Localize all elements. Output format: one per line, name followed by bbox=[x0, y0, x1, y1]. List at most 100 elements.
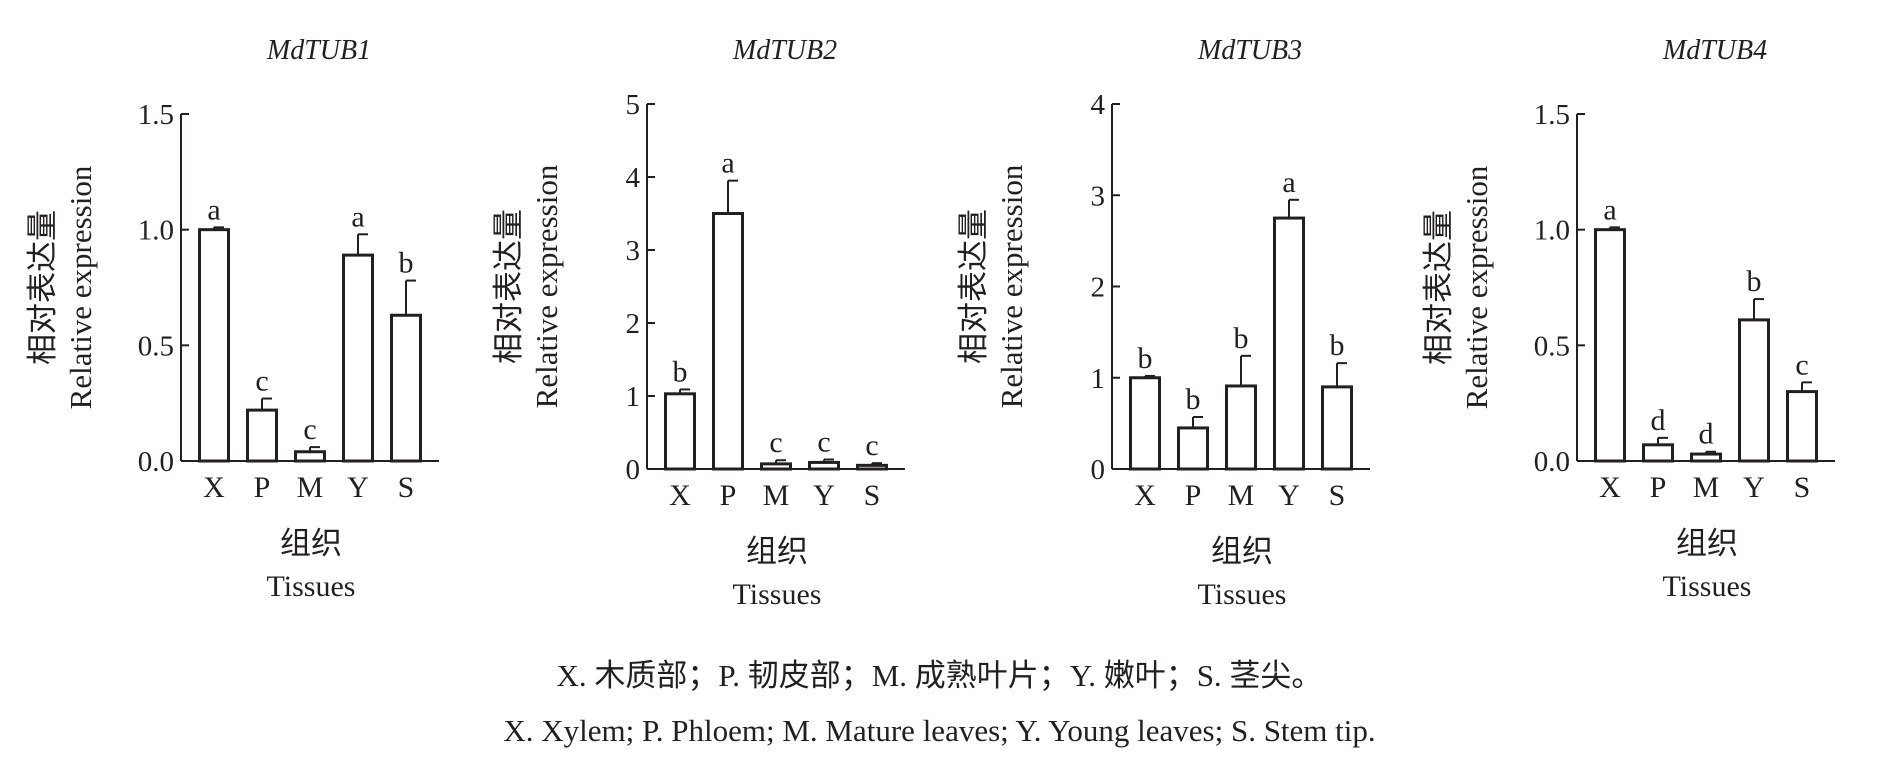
x-tick-label: S bbox=[864, 479, 881, 512]
bar bbox=[808, 460, 840, 471]
y-axis-title-zh: 相对表达量 bbox=[956, 209, 991, 364]
y-axis-title-en: Relative expression bbox=[529, 164, 564, 408]
y-tick-label: 1 bbox=[1091, 363, 1106, 395]
x-tick-label: X bbox=[1599, 471, 1621, 504]
significance-label: a bbox=[721, 147, 734, 180]
bar bbox=[1690, 452, 1722, 463]
x-tick-label: M bbox=[763, 479, 790, 512]
y-tick-label: 2 bbox=[1091, 272, 1106, 304]
chart-panel-2: MdTUB2 0 1 2 3 4 5 相对表达量 Relative expression b Xa P… bbox=[491, 35, 905, 611]
y-axis-title-zh: 相对表达量 bbox=[1421, 210, 1456, 365]
chart-title: MdTUB3 bbox=[1197, 35, 1302, 66]
x-tick-label: Y bbox=[1743, 471, 1765, 504]
y-axis-title-zh: 相对表达量 bbox=[25, 210, 60, 365]
bar bbox=[1129, 376, 1161, 471]
significance-label: d bbox=[1699, 418, 1714, 451]
bar bbox=[1177, 426, 1209, 471]
y-tick-label: 1.0 bbox=[138, 215, 174, 247]
x-tick-label: P bbox=[1650, 471, 1667, 504]
significance-label: b bbox=[1330, 329, 1345, 362]
significance-label: b bbox=[1138, 342, 1153, 375]
x-axis-title-zh: 组织 bbox=[280, 526, 342, 561]
y-tick-label: 0.5 bbox=[1534, 330, 1570, 362]
significance-label: c bbox=[865, 429, 878, 462]
significance-label: b bbox=[1747, 265, 1762, 298]
bar bbox=[1225, 384, 1257, 471]
bar bbox=[664, 392, 696, 471]
x-tick-label: M bbox=[1693, 471, 1720, 504]
bar bbox=[1594, 228, 1626, 463]
significance-label: b bbox=[1234, 322, 1249, 355]
y-tick-label: 3 bbox=[1091, 180, 1106, 212]
bar bbox=[294, 450, 326, 463]
significance-label: b bbox=[399, 247, 414, 280]
y-tick-label: 1 bbox=[626, 381, 641, 413]
significance-label: c bbox=[1795, 348, 1808, 381]
chart-panel-1: MdTUB1 0.0 0.5 1.0 1.5 相对表达量 Relative expressi… bbox=[25, 35, 439, 603]
x-tick-label: X bbox=[669, 479, 691, 512]
x-axis-title-en: Tissues bbox=[1198, 578, 1287, 611]
y-tick-label: 0 bbox=[626, 454, 641, 486]
significance-label: b bbox=[1186, 383, 1201, 416]
x-tick-label: S bbox=[398, 471, 415, 504]
bar bbox=[390, 313, 422, 463]
x-tick-label: Y bbox=[813, 479, 835, 512]
bar bbox=[1321, 385, 1353, 471]
x-tick-label: P bbox=[720, 479, 737, 512]
bar bbox=[856, 463, 888, 471]
x-tick-label: P bbox=[254, 471, 271, 504]
x-tick-label: X bbox=[1134, 479, 1156, 512]
chart-title: MdTUB1 bbox=[266, 35, 371, 66]
caption-chinese: X. 木质部；P. 韧皮部；M. 成熟叶片；Y. 嫩叶；S. 茎尖。 bbox=[556, 658, 1323, 693]
significance-label: d bbox=[1651, 404, 1666, 437]
significance-label: c bbox=[817, 426, 830, 459]
bar bbox=[1642, 443, 1674, 463]
y-tick-label: 0 bbox=[1091, 454, 1106, 486]
y-tick-label: 1.5 bbox=[138, 99, 174, 131]
x-axis-title-zh: 组织 bbox=[1676, 526, 1738, 561]
y-tick-label: 1.5 bbox=[1534, 99, 1570, 131]
x-tick-label: Y bbox=[1278, 479, 1300, 512]
bar bbox=[1273, 216, 1305, 471]
significance-label: b bbox=[673, 355, 688, 388]
x-tick-label: S bbox=[1329, 479, 1346, 512]
x-axis-title-zh: 组织 bbox=[746, 534, 808, 569]
chart-title: MdTUB4 bbox=[1662, 35, 1767, 66]
y-tick-label: 3 bbox=[626, 235, 641, 267]
bar bbox=[760, 462, 792, 471]
y-tick-label: 1.0 bbox=[1534, 215, 1570, 247]
x-axis-title-en: Tissues bbox=[1663, 570, 1752, 603]
bar bbox=[246, 408, 278, 463]
chart-panel-3: MdTUB3 0 1 2 3 4 相对表达量 Relative expression b Xb Pb… bbox=[956, 35, 1370, 611]
significance-label: a bbox=[207, 193, 220, 226]
significance-label: c bbox=[255, 365, 268, 398]
significance-label: a bbox=[1603, 193, 1616, 226]
x-tick-label: M bbox=[1228, 479, 1255, 512]
chart-title: MdTUB2 bbox=[732, 35, 837, 66]
x-tick-label: M bbox=[297, 471, 324, 504]
x-tick-label: Y bbox=[347, 471, 369, 504]
y-tick-label: 0.0 bbox=[1534, 446, 1570, 478]
bar bbox=[1738, 318, 1770, 463]
x-axis-title-en: Tissues bbox=[267, 570, 356, 603]
significance-label: c bbox=[303, 413, 316, 446]
chart-panel-4: MdTUB4 0.0 0.5 1.0 1.5 相对表达量 Relative expressi… bbox=[1421, 35, 1835, 603]
y-tick-label: 2 bbox=[626, 308, 641, 340]
x-axis-title-zh: 组织 bbox=[1211, 534, 1273, 569]
caption-english: X. Xylem; P. Phloem; M. Mature leaves; Y… bbox=[503, 713, 1376, 748]
x-tick-label: X bbox=[203, 471, 225, 504]
y-tick-label: 4 bbox=[1091, 89, 1106, 121]
bar bbox=[198, 228, 230, 463]
bar bbox=[712, 212, 744, 471]
significance-label: a bbox=[1282, 166, 1295, 199]
y-axis-title-en: Relative expression bbox=[1459, 165, 1494, 409]
bar bbox=[342, 253, 374, 463]
x-tick-label: P bbox=[1185, 479, 1202, 512]
y-tick-label: 0.5 bbox=[138, 330, 174, 362]
x-axis-title-en: Tissues bbox=[733, 578, 822, 611]
bar bbox=[1786, 390, 1818, 463]
y-axis-title-zh: 相对表达量 bbox=[491, 209, 526, 364]
y-tick-label: 0.0 bbox=[138, 446, 174, 478]
y-axis-title-en: Relative expression bbox=[63, 165, 98, 409]
